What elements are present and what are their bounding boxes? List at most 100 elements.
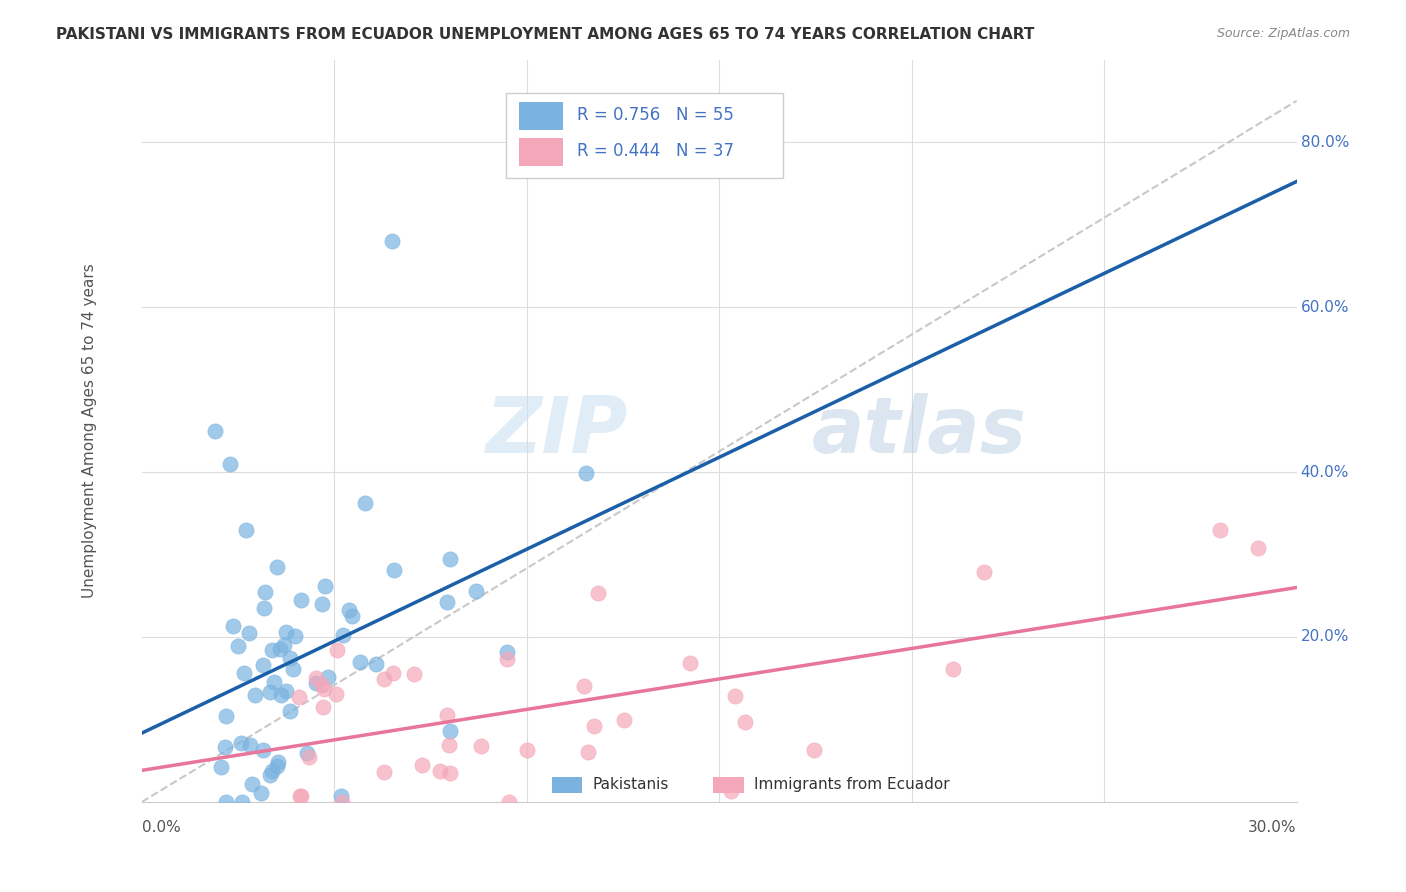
Point: [290, 789, 312, 803]
Point: [1208, 523, 1230, 537]
Point: [312, 700, 335, 714]
Point: [404, 667, 426, 681]
Text: 80.0%: 80.0%: [1301, 135, 1348, 150]
Text: 30.0%: 30.0%: [1249, 820, 1296, 835]
Point: [253, 584, 276, 599]
Point: [332, 628, 354, 642]
Point: [613, 713, 636, 727]
Point: [720, 784, 742, 798]
Point: [253, 601, 276, 615]
Point: [274, 624, 297, 639]
Point: [679, 656, 702, 670]
Point: [586, 586, 609, 600]
Point: [240, 777, 263, 791]
Point: [470, 739, 492, 753]
Text: Immigrants from Ecuador: Immigrants from Ecuador: [754, 777, 949, 792]
Point: [496, 652, 519, 666]
Point: [267, 755, 290, 769]
Point: [270, 688, 292, 702]
FancyBboxPatch shape: [519, 137, 564, 166]
Point: [575, 466, 598, 480]
Point: [204, 424, 226, 438]
Point: [353, 496, 375, 510]
Point: [439, 552, 461, 566]
Point: [311, 678, 333, 692]
Point: [973, 565, 995, 579]
Point: [1247, 541, 1270, 555]
Point: [266, 759, 288, 773]
Text: Pakistanis: Pakistanis: [592, 777, 669, 792]
Text: Source: ZipAtlas.com: Source: ZipAtlas.com: [1216, 27, 1350, 40]
Point: [582, 719, 605, 733]
Point: [311, 597, 333, 611]
Point: [235, 523, 257, 537]
Point: [382, 665, 405, 680]
Text: ZIP: ZIP: [485, 392, 627, 469]
Point: [326, 643, 349, 657]
Text: Unemployment Among Ages 65 to 74 years: Unemployment Among Ages 65 to 74 years: [83, 263, 97, 599]
FancyBboxPatch shape: [519, 102, 564, 130]
Point: [305, 676, 328, 690]
Point: [498, 795, 520, 809]
Text: PAKISTANI VS IMMIGRANTS FROM ECUADOR UNEMPLOYMENT AMONG AGES 65 TO 74 YEARS CORR: PAKISTANI VS IMMIGRANTS FROM ECUADOR UNE…: [56, 27, 1035, 42]
Point: [269, 642, 291, 657]
Point: [381, 234, 404, 248]
Point: [439, 738, 461, 752]
Point: [226, 640, 249, 654]
Point: [436, 708, 458, 723]
Point: [439, 724, 461, 739]
Point: [221, 619, 243, 633]
Point: [295, 746, 318, 760]
Point: [233, 665, 256, 680]
Point: [262, 764, 284, 778]
Point: [330, 795, 353, 809]
Point: [238, 626, 260, 640]
Text: 40.0%: 40.0%: [1301, 465, 1348, 480]
Point: [349, 655, 371, 669]
Point: [278, 704, 301, 718]
Point: [209, 760, 232, 774]
Point: [734, 714, 756, 729]
Point: [439, 765, 461, 780]
FancyBboxPatch shape: [551, 777, 582, 793]
Point: [314, 681, 336, 696]
Point: [572, 679, 595, 693]
Point: [337, 603, 360, 617]
Point: [305, 671, 328, 685]
Text: R = 0.756   N = 55: R = 0.756 N = 55: [578, 106, 734, 124]
Point: [252, 742, 274, 756]
FancyBboxPatch shape: [506, 93, 783, 178]
Point: [436, 595, 458, 609]
Point: [496, 645, 519, 659]
Point: [373, 672, 395, 686]
Point: [229, 736, 252, 750]
Point: [290, 593, 312, 607]
Point: [803, 742, 825, 756]
Point: [298, 750, 321, 764]
Point: [215, 709, 238, 723]
Point: [314, 579, 336, 593]
Point: [274, 683, 297, 698]
Point: [252, 657, 274, 672]
Text: R = 0.444   N = 37: R = 0.444 N = 37: [578, 142, 734, 160]
Point: [273, 638, 295, 652]
Point: [325, 687, 347, 701]
Point: [288, 690, 311, 704]
Point: [342, 608, 364, 623]
Text: atlas: atlas: [811, 392, 1026, 469]
Point: [219, 457, 242, 471]
Point: [429, 764, 451, 778]
Point: [266, 559, 288, 574]
Point: [724, 689, 747, 703]
Point: [215, 795, 238, 809]
Point: [382, 563, 405, 577]
Point: [516, 743, 538, 757]
Point: [263, 675, 285, 690]
Point: [259, 767, 281, 781]
Point: [283, 662, 305, 676]
Point: [239, 738, 262, 752]
Text: 0.0%: 0.0%: [142, 820, 180, 835]
Point: [330, 789, 353, 803]
Point: [364, 657, 387, 671]
Point: [465, 584, 488, 599]
